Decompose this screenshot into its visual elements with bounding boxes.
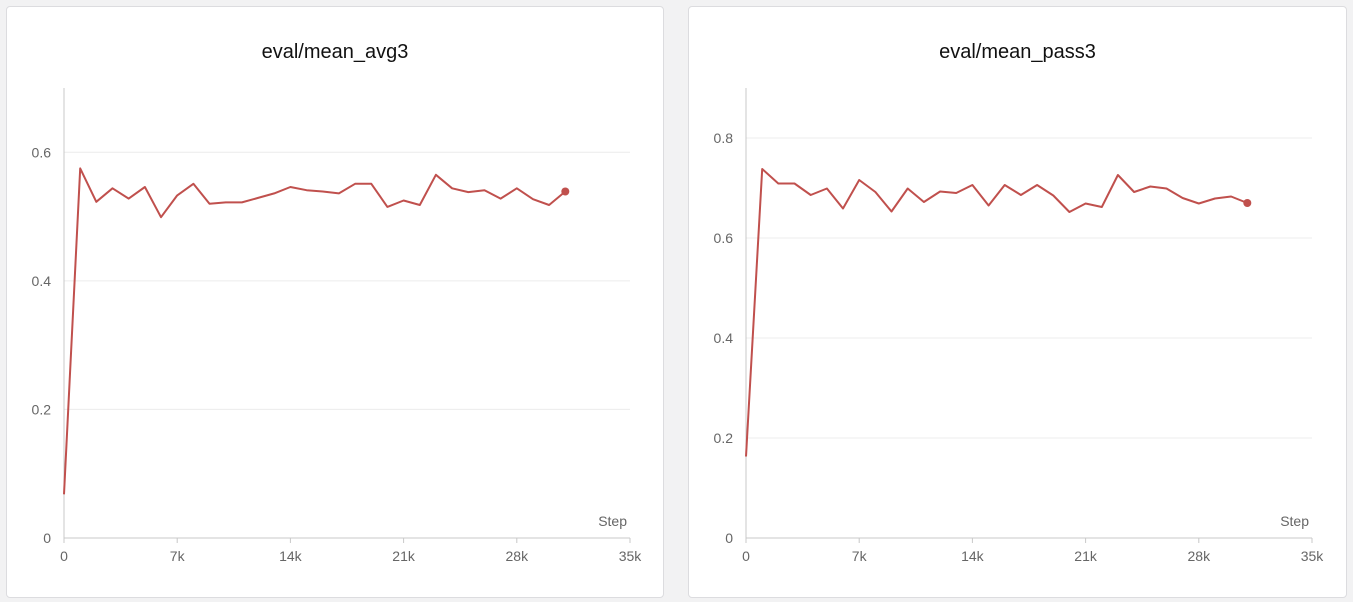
x-tick-label: 7k bbox=[852, 548, 868, 564]
x-axis-label: Step bbox=[598, 513, 627, 529]
x-axis-label: Step bbox=[1280, 513, 1309, 529]
y-tick-label: 0.6 bbox=[32, 144, 52, 160]
y-tick-label: 0.6 bbox=[714, 230, 734, 246]
last-point-marker bbox=[1243, 199, 1252, 207]
x-tick-label: 7k bbox=[170, 548, 186, 564]
chart-panel-mean-avg3: eval/mean_avg3 0 0.2 0.4 0.6 0 7k 14k 21k 28k 35k… bbox=[6, 6, 664, 598]
x-tick-label: 21k bbox=[392, 548, 416, 564]
chart-title: eval/mean_avg3 bbox=[261, 41, 409, 63]
y-tick-label: 0.2 bbox=[32, 401, 52, 417]
y-tick-label: 0 bbox=[725, 530, 733, 546]
x-tick-label: 0 bbox=[742, 548, 750, 564]
y-tick-label: 0.4 bbox=[714, 330, 734, 346]
series-line bbox=[63, 167, 566, 495]
x-tick-label: 14k bbox=[961, 548, 985, 564]
last-point-marker bbox=[561, 187, 570, 196]
chart-panel-mean-pass3: eval/mean_pass3 0 0.2 0.4 0.6 0.8 0 7k 14k 21k 28… bbox=[688, 6, 1347, 598]
y-tick-label: 0.2 bbox=[714, 430, 734, 446]
x-tick-label: 28k bbox=[506, 548, 530, 564]
x-tick-label: 35k bbox=[1301, 548, 1325, 564]
x-tick-label: 21k bbox=[1074, 548, 1098, 564]
x-tick-label: 28k bbox=[1188, 548, 1212, 564]
x-tick-label: 14k bbox=[279, 548, 303, 564]
series-line bbox=[745, 168, 1248, 457]
y-tick-label: 0 bbox=[43, 530, 51, 546]
line-chart-mean-avg3: 0 0.2 0.4 0.6 0 7k 14k 21k 28k 35k Step bbox=[32, 88, 643, 564]
x-tick-label: 35k bbox=[619, 548, 643, 564]
y-tick-label: 0.8 bbox=[714, 130, 734, 146]
x-tick-label: 0 bbox=[60, 548, 68, 564]
chart-title: eval/mean_pass3 bbox=[939, 41, 1096, 63]
line-chart-mean-pass3: 0 0.2 0.4 0.6 0.8 0 7k 14k 21k 28k 35k Step bbox=[714, 88, 1325, 564]
y-tick-label: 0.4 bbox=[32, 273, 52, 289]
